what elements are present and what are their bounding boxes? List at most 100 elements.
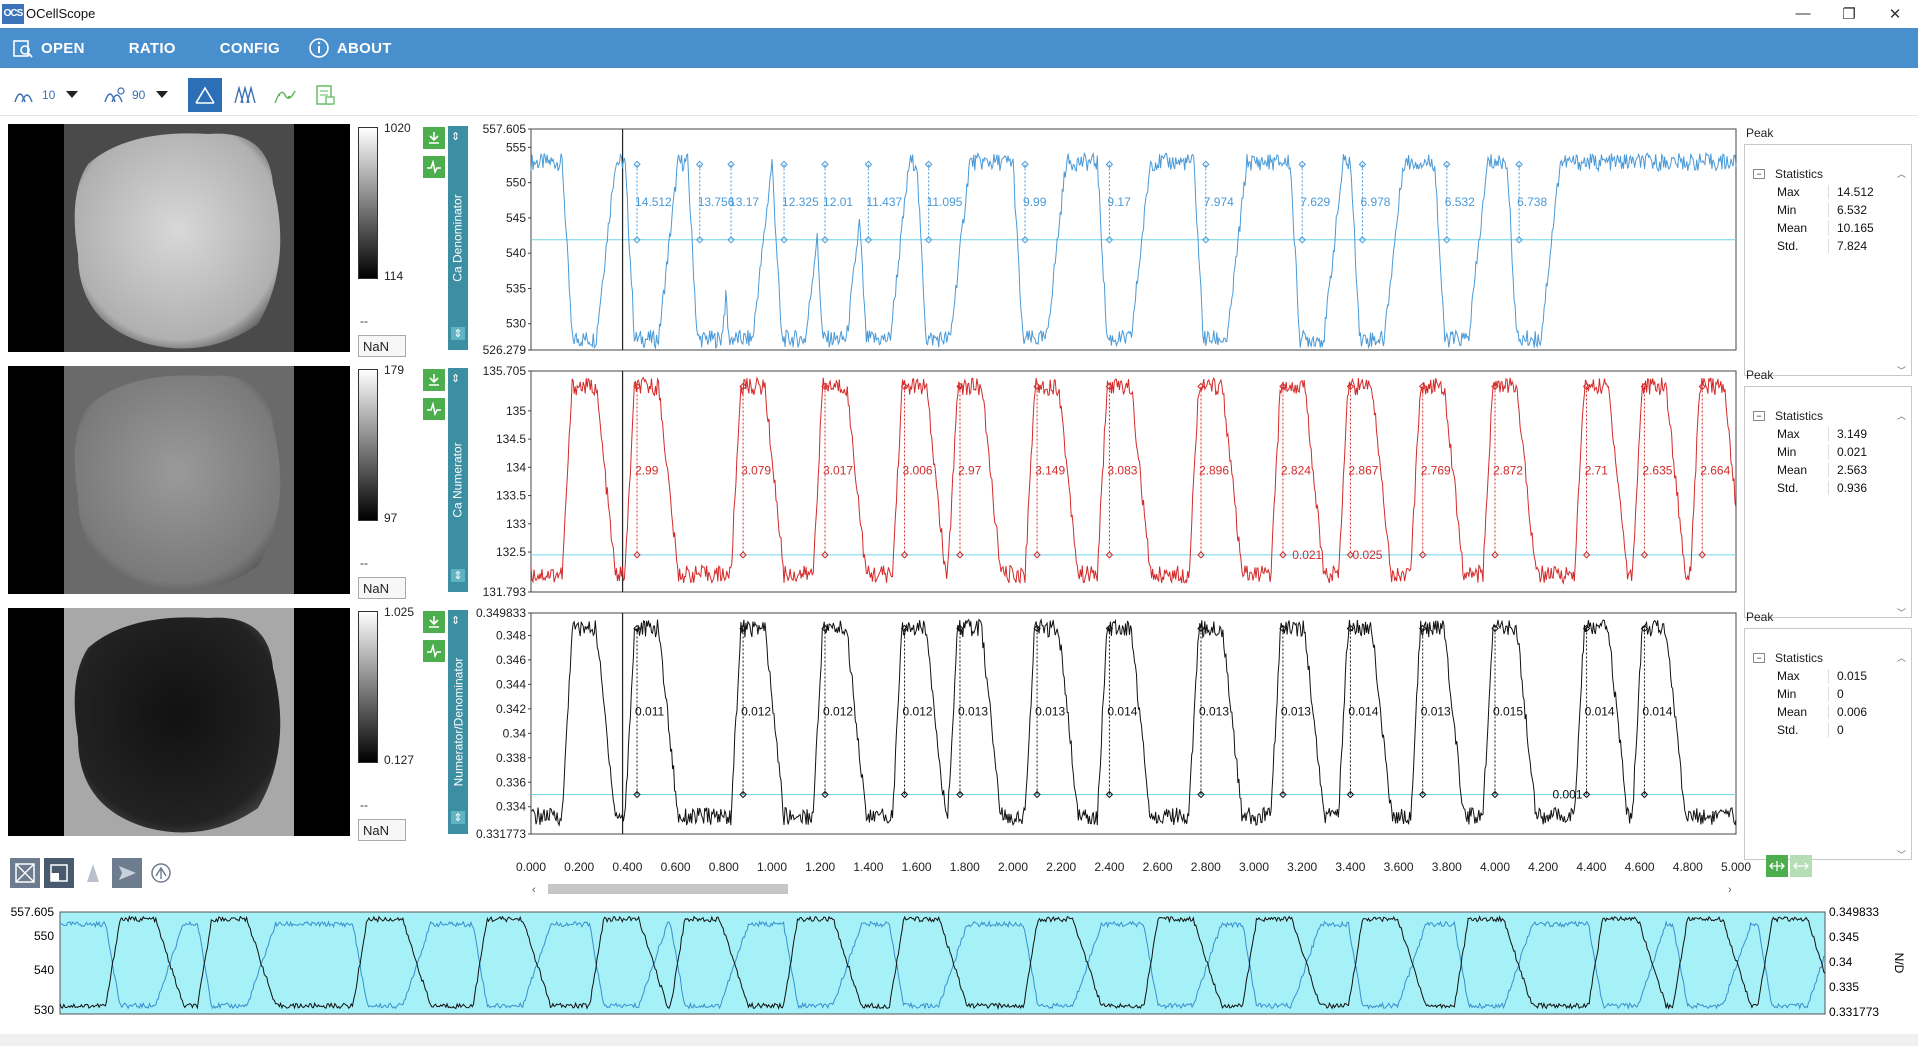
stats-scrollbar[interactable]: ︿ ﹀: [1895, 651, 1909, 861]
stats-scrollbar[interactable]: ︿ ﹀: [1895, 167, 1909, 377]
peak-marker[interactable]: [1202, 160, 1210, 169]
collapse-toggle-icon[interactable]: −: [1753, 653, 1765, 663]
peak-marker[interactable]: [924, 160, 933, 169]
peak-marker[interactable]: [956, 790, 964, 799]
signal-chart[interactable]: 557.605 555 550 545 540 535 530 526.279 14.512 13…: [0, 124, 1740, 360]
smooth-combo[interactable]: 10: [8, 78, 92, 112]
stats-scrollbar[interactable]: ︿ ﹀: [1895, 409, 1909, 619]
peak-marker[interactable]: [1279, 624, 1287, 633]
peak-marker[interactable]: [1443, 236, 1451, 244]
peak-marker[interactable]: [900, 790, 909, 799]
peak-marker[interactable]: [1582, 382, 1591, 391]
peak-marker[interactable]: [900, 382, 909, 391]
peak-marker[interactable]: [695, 236, 704, 244]
peak-marker[interactable]: [633, 236, 641, 244]
peak-marker[interactable]: [780, 160, 788, 169]
signal-chart[interactable]: 0.349833 0.348 0.346 0.344 0.342 0.34 0.338 0.3…: [0, 608, 1740, 844]
measure-button[interactable]: [146, 858, 176, 888]
collapse-toggle-icon[interactable]: −: [1753, 169, 1765, 179]
peak-marker[interactable]: [1640, 790, 1649, 799]
time-scrollbar[interactable]: ‹ ›: [530, 881, 1740, 897]
multi-peak-button[interactable]: [228, 78, 262, 112]
peak-marker[interactable]: [821, 551, 829, 559]
signal-button[interactable]: [423, 398, 445, 420]
menu-ratio[interactable]: RATIO: [107, 28, 198, 68]
cell-image[interactable]: [8, 124, 350, 352]
peak-marker[interactable]: [956, 624, 964, 633]
peak-marker[interactable]: [1033, 382, 1041, 391]
collapse-up-icon[interactable]: ⇕: [451, 131, 461, 143]
unsync-x-button[interactable]: [1790, 855, 1812, 877]
peak-marker[interactable]: [1418, 624, 1427, 633]
peak-marker[interactable]: [1105, 624, 1114, 633]
peak-marker[interactable]: [1640, 382, 1649, 391]
peak-marker[interactable]: [1105, 551, 1114, 559]
peak-marker[interactable]: [1021, 236, 1029, 244]
overview-chart[interactable]: 557.605 550 540 530 0.349833 0.345 0.34 0.335 0.…: [0, 900, 1918, 1048]
peak-marker[interactable]: [1582, 790, 1591, 799]
expand-panel-button[interactable]: [423, 369, 445, 391]
peak-marker[interactable]: [1418, 790, 1427, 799]
peak-marker[interactable]: [1418, 551, 1427, 559]
fit-view-button[interactable]: [10, 858, 40, 888]
peak-marker[interactable]: [1582, 624, 1591, 633]
nan-value-field[interactable]: NaN: [358, 577, 406, 599]
peak-marker[interactable]: [1443, 160, 1451, 169]
peak-marker[interactable]: [1698, 551, 1706, 559]
collapse-up-icon[interactable]: ⇕: [451, 615, 461, 627]
expand-panel-button[interactable]: [423, 127, 445, 149]
peak-marker[interactable]: [821, 236, 829, 244]
export-report-button[interactable]: [308, 78, 342, 112]
scroll-left-arrow[interactable]: ‹: [532, 884, 536, 896]
minimize-button[interactable]: —: [1795, 5, 1811, 22]
signal-button[interactable]: [423, 156, 445, 178]
zoom-box-button[interactable]: [44, 858, 74, 888]
peak-marker[interactable]: [1346, 382, 1355, 391]
signal-chart[interactable]: 135.705 135 134.5 134 133.5 133 132.5 131.793 2.…: [0, 366, 1740, 602]
peak-marker[interactable]: [1279, 382, 1287, 391]
scroll-up-arrow[interactable]: ︿: [1897, 169, 1907, 179]
scroll-right-arrow[interactable]: ›: [1728, 884, 1732, 896]
peak-marker[interactable]: [956, 382, 964, 391]
statistics-header[interactable]: − Statistics: [1753, 165, 1908, 183]
peak-marker[interactable]: [1358, 236, 1367, 244]
peak-marker[interactable]: [1491, 551, 1499, 559]
sync-x-button[interactable]: [1766, 855, 1788, 877]
expand-panel-button[interactable]: [423, 611, 445, 633]
cell-image[interactable]: [8, 366, 350, 594]
peak-marker[interactable]: [1491, 790, 1499, 799]
peak-marker[interactable]: [1346, 624, 1355, 633]
statistics-header[interactable]: − Statistics: [1753, 649, 1908, 667]
peak-marker[interactable]: [821, 382, 829, 391]
nan-value-field[interactable]: NaN: [358, 819, 406, 841]
maximize-button[interactable]: ❐: [1842, 5, 1856, 23]
peak-marker[interactable]: [1640, 624, 1649, 633]
peak-marker[interactable]: [1298, 236, 1306, 244]
collapse-toggle-icon[interactable]: −: [1753, 411, 1765, 421]
curve-fit-button[interactable]: [268, 78, 302, 112]
peak-detect-button[interactable]: [188, 77, 222, 112]
peak-marker[interactable]: [695, 160, 704, 169]
peak-marker[interactable]: [864, 160, 873, 169]
peak-marker[interactable]: [739, 624, 747, 633]
peak-marker[interactable]: [1515, 236, 1523, 244]
peak-marker[interactable]: [1298, 160, 1306, 169]
scroll-up-arrow[interactable]: ︿: [1897, 653, 1907, 663]
peak-marker[interactable]: [1346, 790, 1355, 799]
peak-marker[interactable]: [727, 160, 735, 169]
peak-marker[interactable]: [1105, 160, 1114, 169]
peak-marker[interactable]: [1358, 160, 1367, 169]
peak-marker[interactable]: [1033, 551, 1041, 559]
scroll-down-arrow[interactable]: ﹀: [1897, 608, 1907, 618]
peak-marker[interactable]: [727, 236, 735, 244]
pan-button[interactable]: [112, 858, 142, 888]
peak-marker[interactable]: [1021, 160, 1029, 169]
peak-marker[interactable]: [1279, 551, 1287, 559]
peak-marker[interactable]: [739, 790, 747, 799]
peak-marker[interactable]: [821, 790, 829, 799]
peak-marker[interactable]: [1418, 382, 1427, 391]
peak-marker[interactable]: [1491, 382, 1499, 391]
peak-marker[interactable]: [1197, 624, 1205, 633]
peak-marker[interactable]: [1491, 624, 1499, 633]
peak-marker[interactable]: [1197, 382, 1205, 391]
